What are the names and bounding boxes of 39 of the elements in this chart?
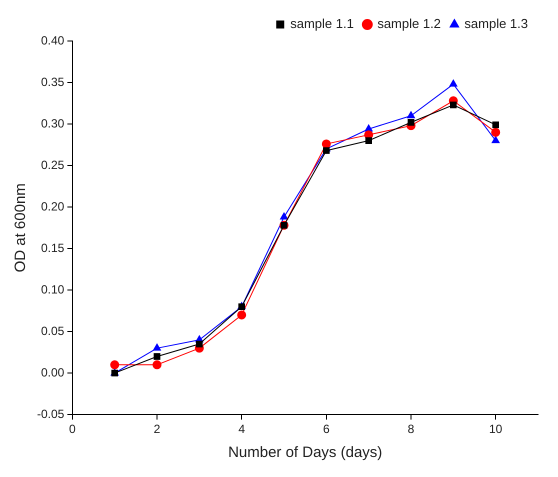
y-tick-label: 0.05 xyxy=(40,324,65,338)
point xyxy=(153,344,161,351)
x-tick-label: 2 xyxy=(154,422,161,436)
point xyxy=(450,102,457,108)
point xyxy=(323,147,330,154)
point xyxy=(492,136,500,144)
point xyxy=(152,360,162,370)
point xyxy=(110,360,120,370)
point xyxy=(491,128,500,137)
point xyxy=(322,139,331,148)
point xyxy=(280,212,288,220)
y-tick-label: 0.40 xyxy=(40,33,65,48)
y-tick-label: 0.30 xyxy=(40,116,65,130)
point xyxy=(237,310,246,320)
x-tick-label: 4 xyxy=(238,422,246,436)
y-tick-label: 0.15 xyxy=(40,240,65,255)
y-tick-label: -0.05 xyxy=(36,406,65,421)
y-tick-label: 0.10 xyxy=(40,282,65,296)
legend-label: sample 1.3 xyxy=(464,16,528,32)
x-tick-label: 8 xyxy=(408,422,415,436)
point xyxy=(407,111,415,118)
y-tick-label: 0.35 xyxy=(40,74,65,89)
x-tick-label: 6 xyxy=(323,422,330,436)
y-tick-label: 0.25 xyxy=(40,158,65,172)
y-axis-title: OD at 600nm xyxy=(12,183,30,272)
y-tick-label: 0.20 xyxy=(40,199,65,214)
point xyxy=(196,340,203,348)
point xyxy=(364,124,373,132)
point xyxy=(408,119,414,126)
x-tick-label: 10 xyxy=(488,422,503,436)
y-tick-label: 0.00 xyxy=(40,365,65,380)
legend-label: sample 1.1 xyxy=(290,16,354,32)
x-axis-title: Number of Days (days) xyxy=(228,444,382,462)
point xyxy=(449,80,458,87)
legend-label: sample 1.2 xyxy=(377,16,441,32)
point xyxy=(492,122,499,128)
point xyxy=(365,137,372,144)
point xyxy=(154,353,160,360)
x-tick-label: 0 xyxy=(69,422,76,436)
